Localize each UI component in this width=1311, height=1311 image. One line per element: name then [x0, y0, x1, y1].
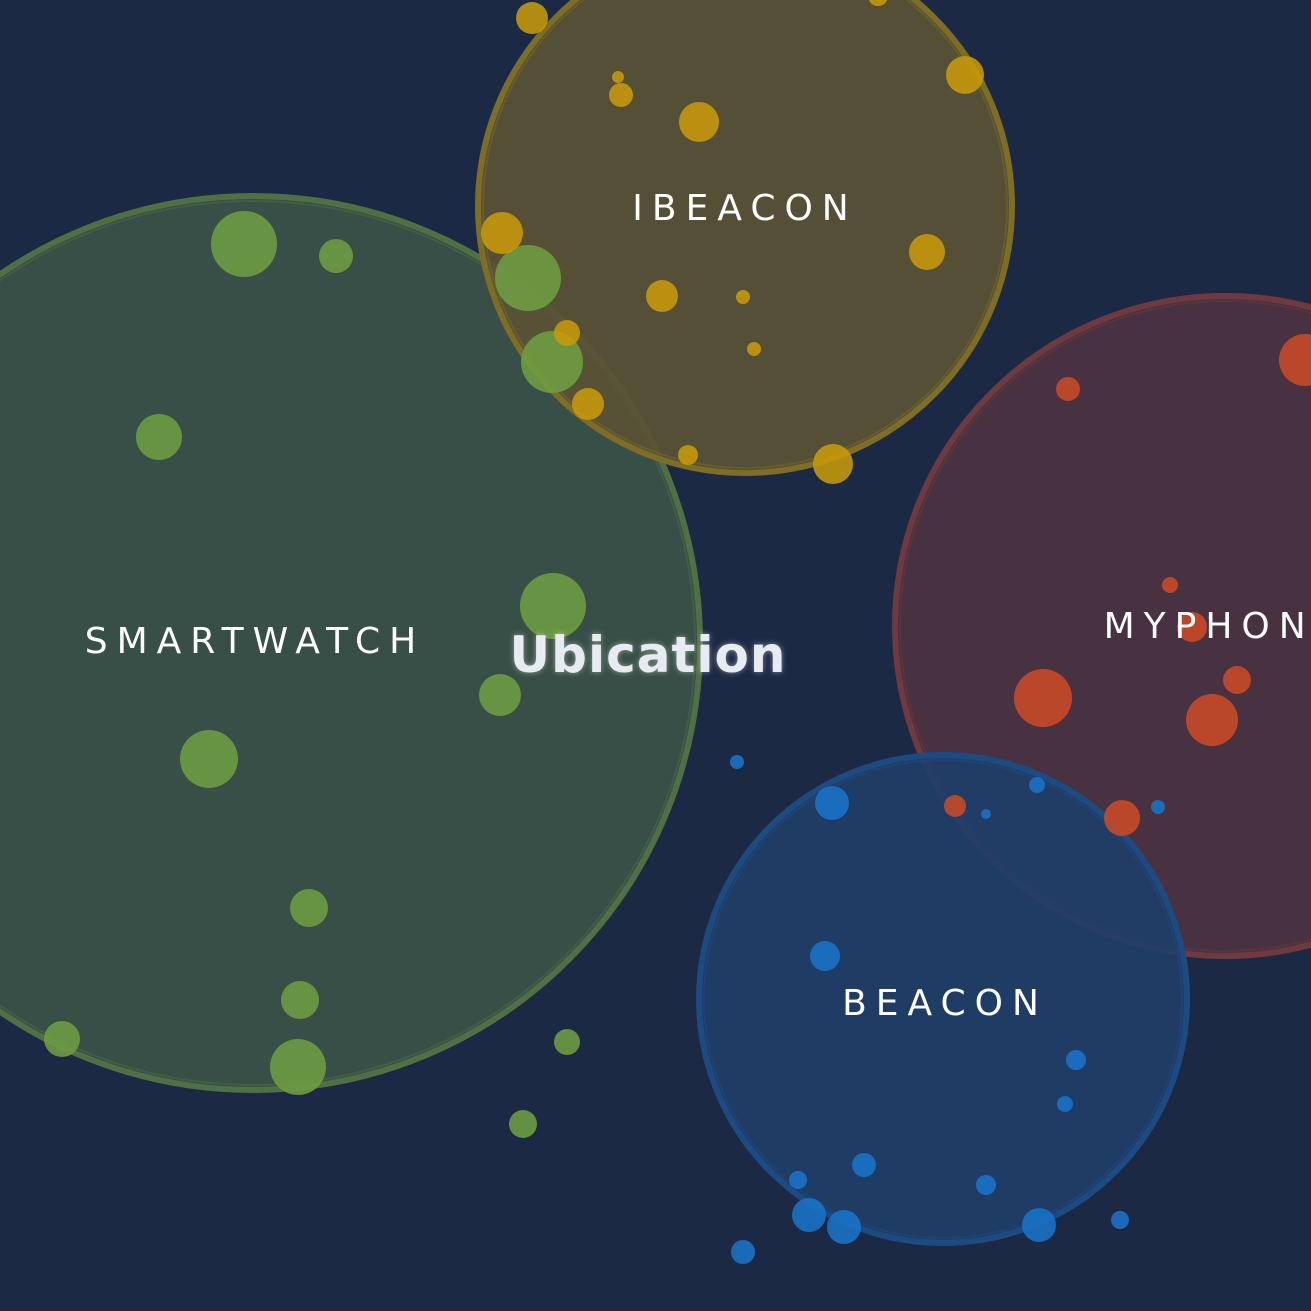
cluster-label-beacon: BEACON	[842, 983, 1048, 1024]
dot-ibeacon-1	[516, 2, 548, 34]
dot-beacon-6	[810, 941, 840, 971]
dot-smartwatch-10	[281, 981, 319, 1019]
dot-beacon-5	[1151, 800, 1165, 814]
dot-ibeacon-7	[909, 234, 945, 270]
cluster-dots-beacon	[730, 755, 1165, 1264]
cluster-circles	[0, 0, 1311, 1246]
dot-myphone-7	[1186, 694, 1238, 746]
cluster-dots	[44, 0, 1311, 1264]
cluster-labels: SMARTWATCH IBEACON MYPHONE BEACON	[85, 188, 1311, 1024]
dot-myphone-2	[1056, 377, 1080, 401]
cluster-ring-ibeacon	[482, 0, 1008, 469]
dot-smartwatch-3	[136, 414, 182, 460]
dot-beacon-15	[1111, 1211, 1129, 1229]
dot-beacon-2	[815, 786, 849, 820]
cluster-label-myphone: MYPHONE	[1104, 606, 1311, 647]
dot-ibeacon-5	[946, 56, 984, 94]
cluster-dots-myphone	[944, 334, 1311, 836]
dot-smartwatch-11	[44, 1021, 80, 1057]
dot-ibeacon-12	[572, 388, 604, 420]
diagram-title: Ubication	[510, 626, 787, 684]
dot-smartwatch-13	[554, 1029, 580, 1055]
cluster-ibeacon	[475, 0, 1015, 476]
dot-ibeacon-3	[609, 83, 633, 107]
dot-smartwatch-1	[211, 211, 277, 277]
cluster-ring-smartwatch	[0, 200, 696, 1086]
dot-beacon-16	[731, 1240, 755, 1264]
dot-myphone-1	[1279, 334, 1311, 386]
dot-smartwatch-4	[495, 245, 561, 311]
dot-myphone-3	[1162, 577, 1178, 593]
cluster-label-smartwatch: SMARTWATCH	[85, 621, 425, 662]
cluster-beacon	[696, 752, 1190, 1246]
cluster-ring-myphone	[899, 300, 1311, 952]
dot-myphone-8	[944, 795, 966, 817]
dot-beacon-12	[792, 1198, 826, 1232]
dot-ibeacon-9	[736, 290, 750, 304]
dot-beacon-7	[1066, 1050, 1086, 1070]
dot-smartwatch-12	[270, 1039, 326, 1095]
dot-smartwatch-9	[290, 889, 328, 927]
dot-ibeacon-11	[554, 320, 580, 346]
dot-smartwatch-6	[520, 573, 586, 639]
dot-ibeacon-15	[868, 0, 888, 6]
dot-beacon-8	[1057, 1096, 1073, 1112]
dot-smartwatch-14	[509, 1110, 537, 1138]
dot-beacon-14	[1022, 1208, 1056, 1242]
dot-myphone-5	[1223, 666, 1251, 694]
dot-beacon-13	[827, 1210, 861, 1244]
cluster-label-ibeacon: IBEACON	[632, 188, 857, 229]
dot-ibeacon-10	[747, 342, 761, 356]
cluster-ring-beacon	[703, 759, 1183, 1239]
dot-beacon-4	[981, 809, 991, 819]
dot-smartwatch-5	[521, 331, 583, 393]
dot-beacon-10	[976, 1175, 996, 1195]
dot-ibeacon-4	[679, 102, 719, 142]
dot-smartwatch-7	[479, 674, 521, 716]
dot-beacon-3	[1029, 777, 1045, 793]
dot-ibeacon-13	[678, 445, 698, 465]
dot-ibeacon-8	[646, 280, 678, 312]
dot-ibeacon-14	[813, 444, 853, 484]
dot-ibeacon-2	[612, 71, 624, 83]
dot-myphone-4	[1177, 612, 1207, 642]
dot-beacon-11	[789, 1171, 807, 1189]
dot-smartwatch-2	[319, 239, 353, 273]
cluster-circle-beacon	[696, 752, 1190, 1246]
cluster-dots-smartwatch	[44, 211, 586, 1138]
cluster-dots-ibeacon	[481, 0, 984, 484]
cluster-circle-ibeacon	[475, 0, 1015, 476]
dot-beacon-1	[730, 755, 744, 769]
dot-smartwatch-8	[180, 730, 238, 788]
dot-beacon-9	[852, 1153, 876, 1177]
cluster-circle-smartwatch	[0, 193, 703, 1093]
dot-ibeacon-6	[481, 212, 523, 254]
cluster-smartwatch	[0, 193, 703, 1093]
dot-myphone-9	[1104, 800, 1140, 836]
dot-myphone-6	[1014, 669, 1072, 727]
